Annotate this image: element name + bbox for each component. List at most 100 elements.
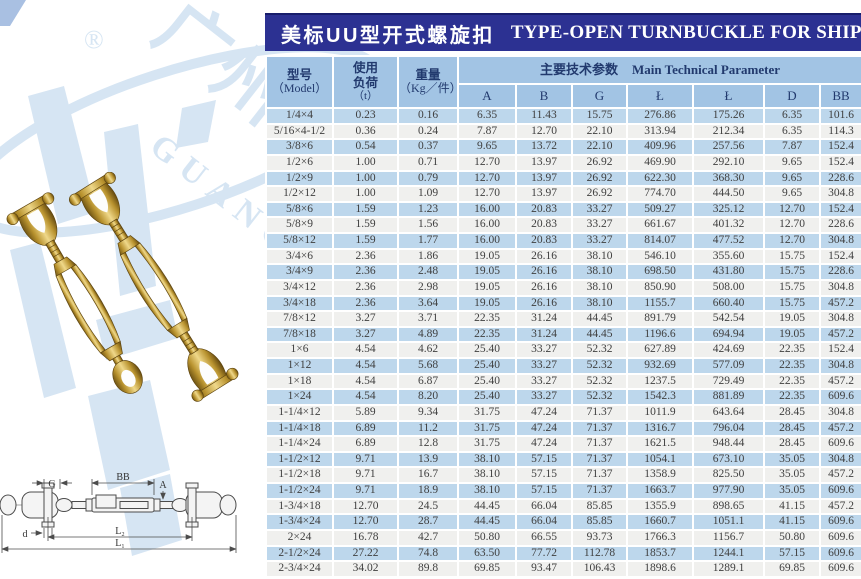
table-cell: 5/8×12 bbox=[265, 232, 334, 250]
table-row: 5/8×6 1.59 1.23 16.00 20.83 33.27 509.27 325.12… bbox=[265, 200, 861, 219]
table-cell: 31.24 bbox=[515, 325, 573, 344]
table-cell: 41.15 bbox=[763, 497, 821, 516]
table-cell: 69.85 bbox=[763, 560, 821, 578]
table-cell: 673.10 bbox=[692, 450, 765, 469]
table-cell: 304.8 bbox=[819, 357, 861, 375]
table-cell: 977.90 bbox=[692, 482, 765, 500]
table-cell: 457.2 bbox=[819, 497, 861, 516]
table-cell: 1×6 bbox=[265, 341, 334, 359]
table-cell: 44.45 bbox=[457, 513, 517, 531]
table-cell: 52.32 bbox=[571, 372, 628, 391]
col-header-load: 使用 负荷 （t） bbox=[332, 55, 399, 109]
table-cell: 26.92 bbox=[571, 169, 628, 188]
param-col-header: A bbox=[457, 83, 517, 109]
table-cell: 1.00 bbox=[332, 169, 399, 188]
table-cell: 9.65 bbox=[763, 185, 821, 203]
dimension-drawing: G BB A d L₂ L₁ bbox=[0, 472, 237, 553]
table-cell: 0.37 bbox=[397, 138, 459, 156]
table-cell: 50.80 bbox=[457, 528, 517, 547]
table-cell: 1-1/4×24 bbox=[265, 435, 334, 453]
table-cell: 6.87 bbox=[397, 372, 459, 391]
table-cell: 1358.9 bbox=[626, 466, 694, 484]
table-cell: 152.4 bbox=[819, 200, 861, 219]
table-cell: 424.69 bbox=[692, 341, 765, 359]
table-cell: 4.89 bbox=[397, 325, 459, 344]
table-cell: 12.70 bbox=[763, 232, 821, 250]
table-cell: 20.83 bbox=[515, 200, 573, 219]
table-cell: 368.30 bbox=[692, 169, 765, 188]
table-cell: 5.89 bbox=[332, 403, 399, 422]
table-cell: 8.20 bbox=[397, 388, 459, 406]
table-cell: 2.36 bbox=[332, 247, 399, 266]
table-cell: 1237.5 bbox=[626, 372, 694, 391]
table-cell: 1.59 bbox=[332, 216, 399, 234]
table-cell: 355.60 bbox=[692, 247, 765, 266]
table-cell: 15.75 bbox=[763, 247, 821, 266]
params-header-cn: 主要技术参数 bbox=[539, 62, 618, 77]
table-cell: 1-1/2×12 bbox=[265, 450, 334, 469]
table-cell: 1.23 bbox=[397, 200, 459, 219]
title-band: 美标UU型开式螺旋扣 TYPE-OPEN TURNBUCKLE FOR SHIP bbox=[265, 13, 861, 51]
table-cell: 42.7 bbox=[397, 528, 459, 547]
table-cell: 71.37 bbox=[571, 450, 628, 469]
table-cell: 3/4×6 bbox=[265, 247, 334, 266]
table-cell: 0.16 bbox=[397, 107, 459, 125]
table-cell: 28.45 bbox=[763, 435, 821, 453]
table-cell: 609.6 bbox=[819, 388, 861, 406]
table-row: 1-1/2×12 9.71 13.9 38.10 57.15 71.37 1054.1 673… bbox=[265, 450, 861, 469]
table-cell: 26.92 bbox=[571, 185, 628, 203]
table-cell: 28.45 bbox=[763, 403, 821, 422]
table-cell: 44.45 bbox=[571, 310, 628, 328]
table-cell: 12.70 bbox=[457, 153, 517, 172]
table-cell: 66.04 bbox=[515, 513, 573, 531]
table-cell: 175.26 bbox=[692, 107, 765, 125]
table-cell: 2×24 bbox=[265, 528, 334, 547]
table-cell: 313.94 bbox=[626, 122, 694, 141]
table-cell: 1.59 bbox=[332, 232, 399, 250]
dim-label-bb: BB bbox=[116, 472, 130, 483]
table-cell: 33.27 bbox=[571, 216, 628, 234]
table-cell: 57.15 bbox=[515, 466, 573, 484]
table-cell: 457.2 bbox=[819, 466, 861, 484]
table-cell: 13.9 bbox=[397, 450, 459, 469]
table-cell: 57.15 bbox=[515, 482, 573, 500]
table-cell: 66.04 bbox=[515, 497, 573, 516]
table-cell: 19.05 bbox=[457, 278, 517, 297]
table-cell: 11.2 bbox=[397, 419, 459, 438]
table-cell: 660.40 bbox=[692, 294, 765, 313]
table-cell: 1853.7 bbox=[626, 544, 694, 563]
table-cell: 27.22 bbox=[332, 544, 399, 563]
table-cell: 22.10 bbox=[571, 122, 628, 141]
right-panel: 美标UU型开式螺旋扣 TYPE-OPEN TURNBUCKLE FOR SHIP… bbox=[265, 0, 861, 579]
table-row: 5/8×9 1.59 1.56 16.00 20.83 33.27 661.67 401.32… bbox=[265, 216, 861, 234]
table-cell: 25.40 bbox=[457, 372, 517, 391]
param-col-header: B bbox=[515, 83, 573, 109]
table-cell: 1355.9 bbox=[626, 497, 694, 516]
table-cell: 71.37 bbox=[571, 419, 628, 438]
table-cell: 546.10 bbox=[626, 247, 694, 266]
table-cell: 5/8×6 bbox=[265, 200, 334, 219]
table-cell: 5/16×4-1/2 bbox=[265, 122, 334, 141]
table-cell: 3/4×18 bbox=[265, 294, 334, 313]
table-cell: 457.2 bbox=[819, 294, 861, 313]
table-cell: 22.35 bbox=[763, 372, 821, 391]
table-cell: 71.37 bbox=[571, 466, 628, 484]
table-cell: 0.23 bbox=[332, 107, 399, 125]
table-cell: 112.78 bbox=[571, 544, 628, 563]
param-col-header: BB bbox=[819, 83, 861, 109]
table-row: 1/2×6 1.00 0.71 12.70 13.97 26.92 469.90 292.10… bbox=[265, 153, 861, 172]
table-cell: 1663.7 bbox=[626, 482, 694, 500]
weight-header-cn: 重量 bbox=[415, 67, 441, 82]
table-cell: 7.87 bbox=[457, 122, 517, 141]
table-cell: 26.16 bbox=[515, 263, 573, 281]
table-cell: 1054.1 bbox=[626, 450, 694, 469]
table-cell: 1155.7 bbox=[626, 294, 694, 313]
table-cell: 47.24 bbox=[515, 435, 573, 453]
table-row: 1-1/4×18 6.89 11.2 31.75 47.24 71.37 1316.7 796… bbox=[265, 419, 861, 438]
table-cell: 16.00 bbox=[457, 232, 517, 250]
table-cell: 1196.6 bbox=[626, 325, 694, 344]
table-cell: 12.70 bbox=[763, 216, 821, 234]
table-cell: 63.50 bbox=[457, 544, 517, 563]
table-cell: 609.6 bbox=[819, 513, 861, 531]
table-cell: 19.05 bbox=[763, 325, 821, 344]
